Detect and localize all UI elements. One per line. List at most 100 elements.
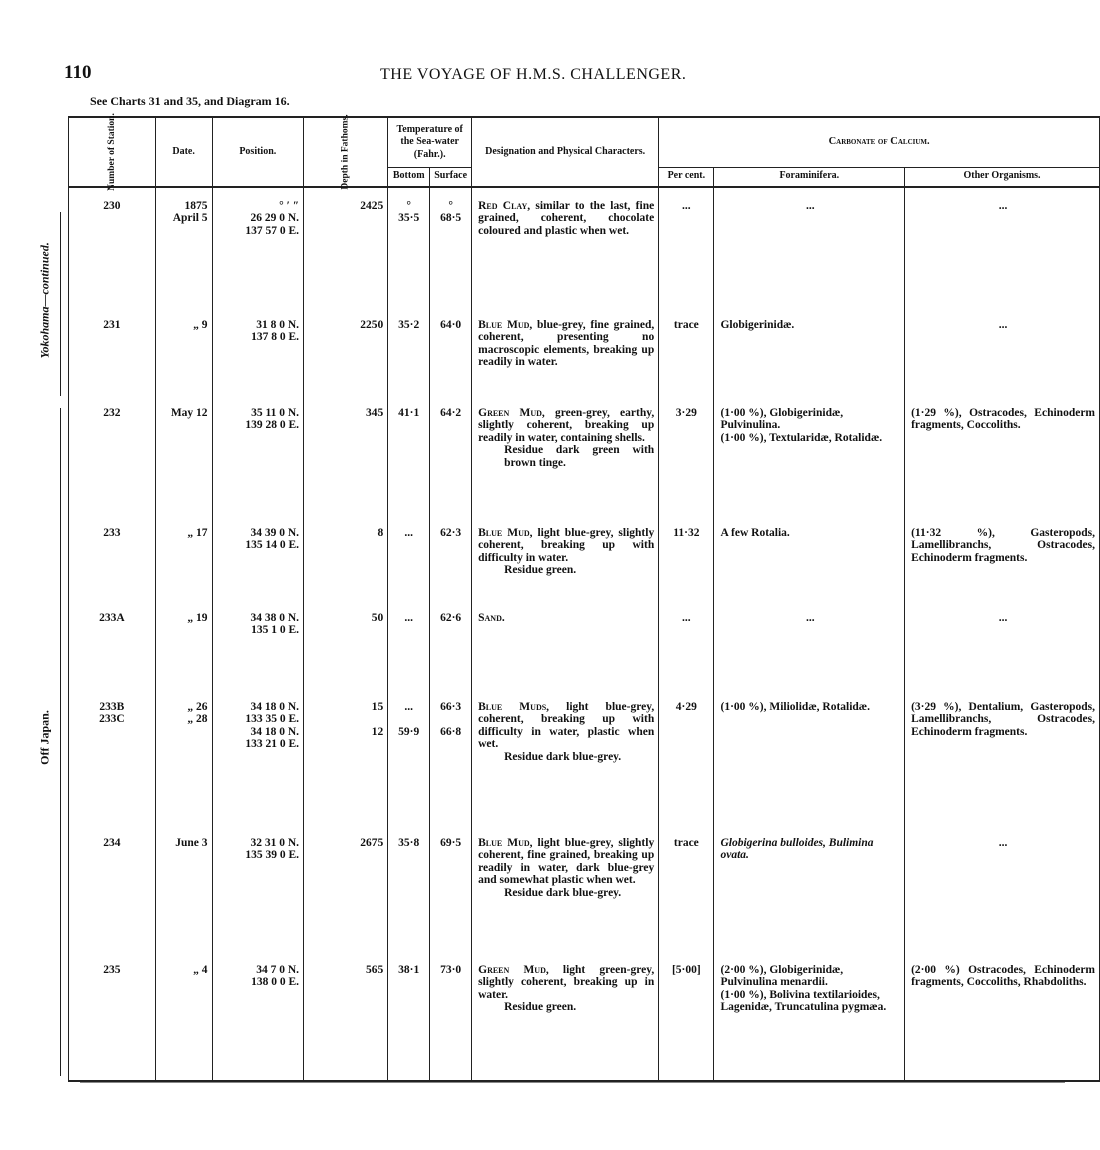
foraminifera-cell: (2·00 %), Globigerinidæ, Pulvinulina men… [713,953,906,1082]
position-cell: 31 8 0 N. 137 8 0 E. [211,310,305,399]
foraminifera-cell: A few Rotalia. [713,518,906,604]
bottom-temp: 38·1 [387,953,431,1082]
position-cell: 34 18 0 N. 133 35 0 E. 34 18 0 N. 133 21… [211,688,305,827]
designation-cell: Red Clay, similar to the last, fine grai… [471,186,660,311]
page-number: 110 [64,62,92,83]
foraminifera-cell: (1·00 %), Miliolidæ, Rotalidæ. [713,688,906,827]
date-cell: „ 26 „ 28 [154,688,213,827]
deposit-type: Green Mud, [478,406,545,419]
deposit-description: light green-grey, slightly coherent, bre… [478,963,655,1001]
designation-cell: Blue Muds, light blue-grey, coherent, br… [471,688,660,827]
depth-cell: 565 [303,953,389,1082]
station-number: 233B 233C [68,688,156,827]
date-cell: June 3 [154,826,213,954]
position-cell: 35 11 0 N. 139 28 0 E. [211,398,305,519]
other-organisms-cell: (11·32 %), Gasteropods, Lamellibranchs, … [904,518,1100,604]
position-cell: 34 7 0 N. 138 0 0 E. [211,953,305,1082]
running-head: THE VOYAGE OF H.M.S. CHALLENGER. [380,66,687,83]
deposit-description: light blue-grey, coherent, breaking up w… [478,700,655,751]
position-cell: ° ′ ″ 26 29 0 N. 137 57 0 E. [211,186,305,311]
other-organisms-cell: ... [904,186,1100,311]
per-cent-cell: trace [658,310,715,399]
header-temperature: Temperature of the Sea-water (Fahr.). [387,116,473,168]
per-cent-cell: 3·29 [658,398,715,519]
table-row: 232 May 12 35 11 0 N. 139 28 0 E. 345 41·1 64… [68,398,1100,519]
deposit-description: light blue-grey, slightly coherent, brea… [478,526,655,564]
residue-note: Residue green. [504,564,577,576]
designation-cell: Blue Mud, light blue-grey, slightly cohe… [471,518,660,604]
deposit-type: Blue Mud, [478,526,533,539]
position-cell: 34 38 0 N. 135 1 0 E. [211,603,305,689]
date-cell: „ 4 [154,953,213,1082]
table-row: 233 „ 17 34 39 0 N. 135 14 0 E. 8... 62·3 Blu… [68,518,1100,604]
designation-cell: Green Mud, green-grey, earthy, slightly … [471,398,660,519]
bottom-temp: 35·8 [387,826,431,954]
designation-cell: Blue Mud, light blue-grey, slightly cohe… [471,826,660,954]
deposit-type: Blue Mud, [478,836,533,849]
header-position: Position. [211,116,305,188]
table-row: 234 June 3 32 31 0 N. 135 39 0 E. 2675 35·8 6… [68,826,1100,954]
bottom-temp: ... [387,518,431,604]
header-carbonate: Carbonate of Calcium. [658,116,1100,168]
other-organisms-cell: ... [904,826,1100,954]
surface-temp: 69·5 [429,826,473,954]
depth-cell: 345 [303,398,389,519]
date-cell: May 12 [154,398,213,519]
per-cent-cell: 11·32 [658,518,715,604]
chart-reference-note: See Charts 31 and 35, and Diagram 16. [90,94,290,108]
position-cell: 34 39 0 N. 135 14 0 E. [211,518,305,604]
bottom-temp: ... 59·9 [387,688,431,827]
bottom-temp: ° 35·5 [387,186,431,311]
station-table: Number of Station. Date. Position. Depth… [68,113,1100,1082]
deposit-description: similar to the last, fine grained, coher… [478,199,655,237]
bracket-yokohama [60,212,65,396]
bottom-temp: ... [387,603,431,689]
header-station: Number of Station. [68,113,156,190]
deposit-description: light blue-grey, slightly coherent, fine… [478,836,655,887]
depth-cell: 50 [303,603,389,689]
station-number: 231 [68,310,156,399]
table-bottom-rule [80,1082,1065,1083]
date-cell: „ 19 [154,603,213,689]
per-cent-cell: ... [658,186,715,311]
station-number: 233 [68,518,156,604]
residue-note: Residue green. [504,1001,577,1013]
foraminifera-cell: (1·00 %), Globigerinidæ, Pulvinulina. (1… [713,398,906,519]
header-foraminifera: Foraminifera. [713,166,906,188]
per-cent-cell: trace [658,826,715,954]
foraminifera-cell: ... [713,603,906,689]
header-designation: Designation and Physical Characters. [471,116,660,188]
per-cent-cell: 4·29 [658,688,715,827]
deposit-type: Red Clay, [478,199,531,212]
other-organisms-cell: ... [904,310,1100,399]
bracket-off-japan [60,408,65,1076]
foraminifera-cell: ... [713,186,906,311]
deposit-type: Blue Mud, [478,318,533,331]
other-organisms-cell: (2·00 %) Ostracodes, Echinoderm fragment… [904,953,1100,1082]
table-row: 233A „ 19 34 38 0 N. 135 1 0 E. 50... 62·6 Sa… [68,603,1100,689]
header-other: Other Organisms. [904,166,1100,188]
surface-temp: 62·6 [429,603,473,689]
side-label-yokohama: Yokohama—continued. [37,242,52,359]
surface-temp: 62·3 [429,518,473,604]
header-per-cent: Per cent. [658,166,715,188]
bottom-temp: 41·1 [387,398,431,519]
residue-note: Residue dark green with brown tinge. [504,444,655,469]
designation-cell: Green Mud, light green-grey, slightly co… [471,953,660,1082]
foraminifera-cell: Globigerinidæ. [713,310,906,399]
surface-temp: 73·0 [429,953,473,1082]
per-cent-cell: ... [658,603,715,689]
per-cent-cell: [5·00] [658,953,715,1082]
other-organisms-cell: ... [904,603,1100,689]
surface-temp: 64·0 [429,310,473,399]
header-depth: Depth in Fathoms. [303,114,389,189]
designation-cell: Blue Mud, blue-grey, fine grained, coher… [471,310,660,399]
date-cell: „ 9 [154,310,213,399]
station-number: 230 [68,186,156,311]
station-number: 235 [68,953,156,1082]
deposit-type: Blue Muds, [478,700,550,713]
other-organisms-cell: (3·29 %), Dentalium, Gasteropods, Lamell… [904,688,1100,827]
depth-cell: 8 [303,518,389,604]
deposit-description: green-grey, earthy, slightly coherent, b… [478,406,655,444]
